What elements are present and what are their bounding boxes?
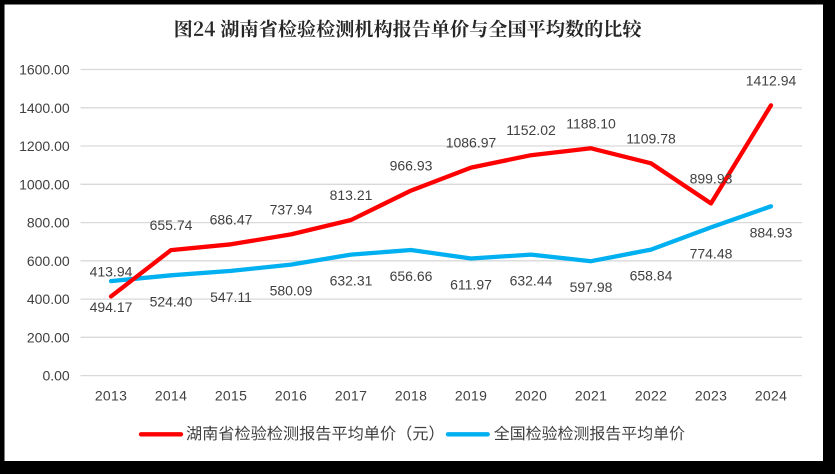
svg-text:655.74: 655.74 xyxy=(150,217,193,233)
svg-text:400.00: 400.00 xyxy=(27,291,70,307)
svg-text:966.93: 966.93 xyxy=(390,158,433,174)
svg-text:2024: 2024 xyxy=(755,388,787,404)
svg-text:600.00: 600.00 xyxy=(27,253,70,269)
svg-text:1412.94: 1412.94 xyxy=(746,72,797,88)
svg-text:813.21: 813.21 xyxy=(330,187,373,203)
svg-text:686.47: 686.47 xyxy=(210,211,253,227)
svg-text:632.44: 632.44 xyxy=(510,273,553,289)
svg-text:2013: 2013 xyxy=(95,388,127,404)
svg-text:656.66: 656.66 xyxy=(390,268,433,284)
svg-text:597.98: 597.98 xyxy=(570,279,613,295)
svg-text:200.00: 200.00 xyxy=(27,329,70,345)
svg-text:884.93: 884.93 xyxy=(750,224,793,240)
svg-text:547.11: 547.11 xyxy=(210,289,252,305)
svg-text:1400.00: 1400.00 xyxy=(19,100,70,116)
svg-text:524.40: 524.40 xyxy=(150,293,193,309)
svg-text:2023: 2023 xyxy=(695,388,727,404)
svg-text:899.93: 899.93 xyxy=(690,170,733,186)
svg-text:2018: 2018 xyxy=(395,388,427,404)
svg-text:800.00: 800.00 xyxy=(27,215,70,231)
svg-text:1000.00: 1000.00 xyxy=(19,176,70,192)
svg-text:1152.02: 1152.02 xyxy=(506,122,556,138)
svg-text:632.31: 632.31 xyxy=(330,273,373,289)
svg-text:2016: 2016 xyxy=(275,388,307,404)
svg-text:774.48: 774.48 xyxy=(690,245,733,261)
svg-text:2017: 2017 xyxy=(335,388,367,404)
svg-text:1086.97: 1086.97 xyxy=(446,135,497,151)
svg-text:611.97: 611.97 xyxy=(450,277,492,293)
svg-text:413.94: 413.94 xyxy=(90,263,133,279)
svg-text:494.17: 494.17 xyxy=(90,299,133,315)
svg-text:1200.00: 1200.00 xyxy=(19,138,70,154)
svg-text:1109.78: 1109.78 xyxy=(626,130,676,146)
svg-text:737.94: 737.94 xyxy=(270,201,313,217)
svg-text:2021: 2021 xyxy=(575,388,607,404)
svg-text:2015: 2015 xyxy=(215,388,247,404)
svg-text:2020: 2020 xyxy=(515,388,547,404)
svg-text:0.00: 0.00 xyxy=(42,368,69,384)
svg-text:658.84: 658.84 xyxy=(630,268,673,284)
svg-text:580.09: 580.09 xyxy=(270,283,313,299)
svg-text:1188.10: 1188.10 xyxy=(566,115,616,131)
svg-text:1600.00: 1600.00 xyxy=(19,62,70,78)
svg-text:2014: 2014 xyxy=(155,388,187,404)
svg-text:2019: 2019 xyxy=(455,388,487,404)
svg-text:2022: 2022 xyxy=(635,388,667,404)
